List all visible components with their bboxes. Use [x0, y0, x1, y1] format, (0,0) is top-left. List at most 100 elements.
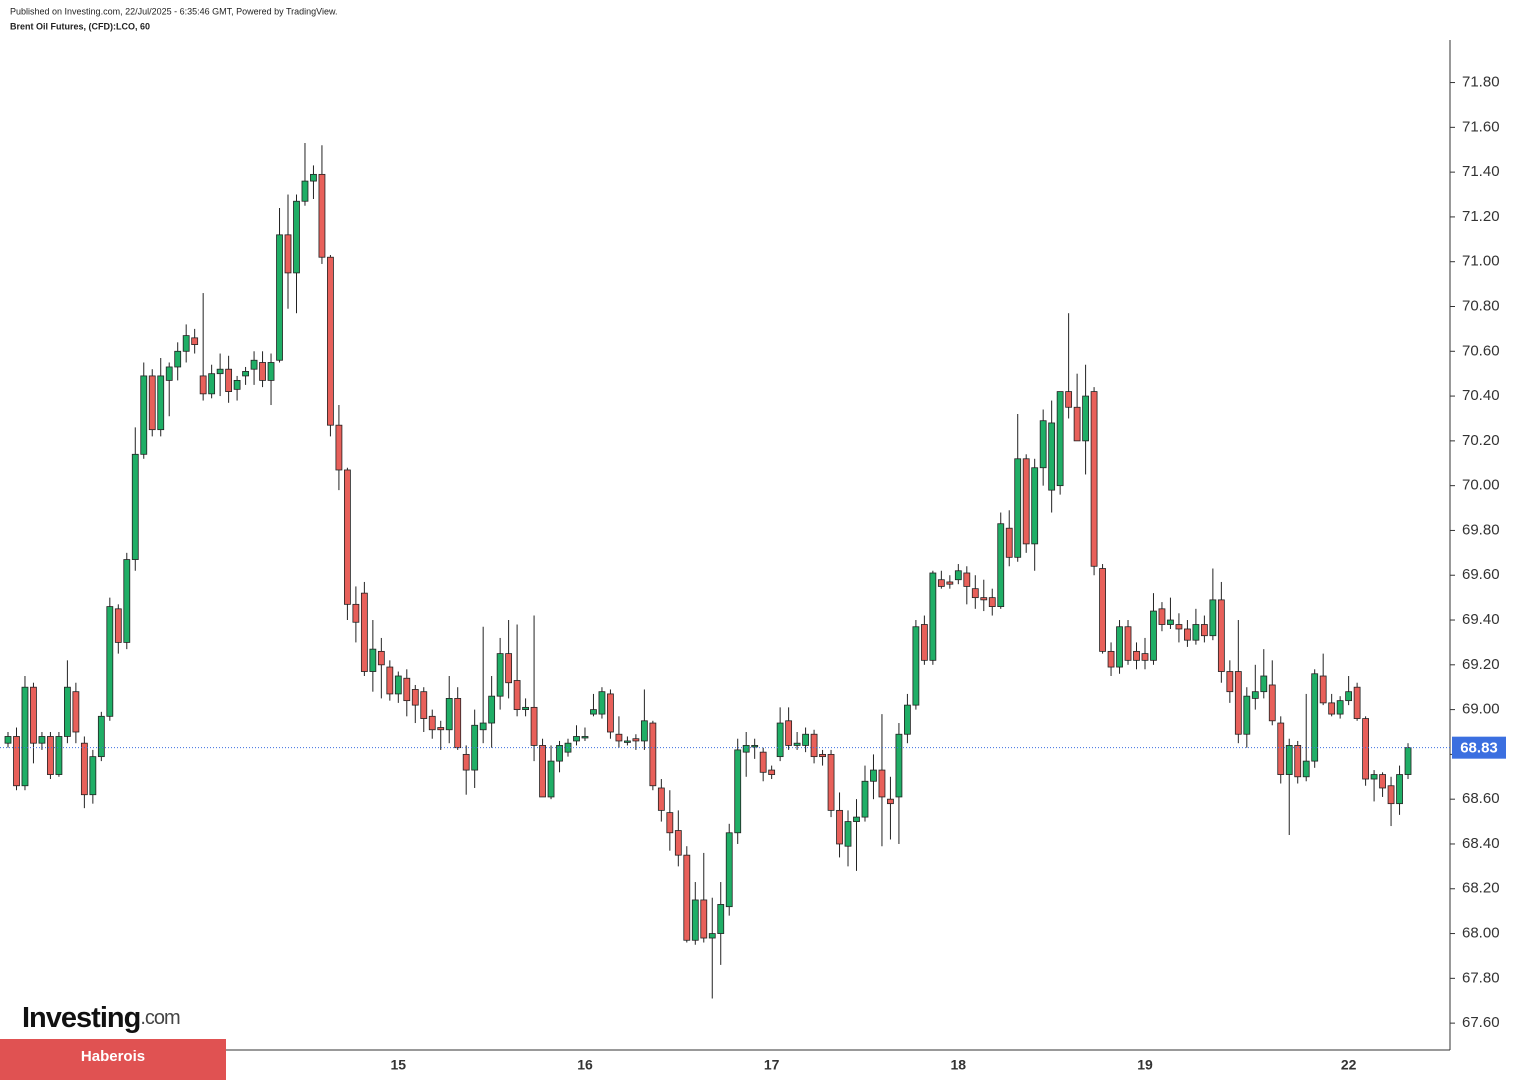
candle-body [445, 698, 453, 731]
candle-body [233, 379, 241, 390]
candle-body [1073, 406, 1081, 442]
candle-body [1226, 671, 1234, 693]
candle-body [997, 523, 1005, 607]
candle-body [912, 626, 920, 706]
candle-body [1362, 718, 1369, 780]
candle-body [1387, 785, 1395, 805]
last-price-label: 68.83 [1460, 740, 1498, 757]
candle-body [522, 706, 529, 711]
candle-body [844, 821, 852, 847]
candle-body [598, 691, 606, 715]
candle-body [878, 769, 886, 798]
candle-body [1099, 568, 1106, 652]
candle-body [853, 816, 860, 822]
candle-body [1005, 527, 1013, 558]
candle-body [1311, 673, 1319, 762]
candle-body [904, 704, 911, 735]
candle-body [988, 597, 996, 607]
candle-body [607, 693, 614, 733]
y-tick-label: 71.00 [1462, 253, 1500, 270]
candle-body [539, 745, 546, 798]
candle-body [301, 180, 309, 202]
candle-body [30, 686, 37, 744]
candle-body [199, 375, 207, 395]
candle-body [530, 706, 538, 746]
x-tick-label: 16 [577, 1057, 593, 1073]
y-tick-label: 69.80 [1462, 521, 1500, 538]
chart-title: Brent Oil Futures, (CFD):LCO, 60 [10, 21, 150, 31]
candle-body [861, 780, 869, 818]
plot-area: 67.6067.8068.0068.2068.4068.6068.8069.00… [0, 74, 1506, 1073]
candle-body [293, 200, 300, 274]
candle-body [208, 373, 216, 395]
candle-body [335, 424, 343, 471]
candle-body [708, 933, 716, 939]
candle-body [386, 666, 394, 695]
candle-body [276, 234, 283, 361]
candle-body [259, 362, 266, 381]
candle-body [1285, 745, 1293, 775]
y-tick-label: 70.40 [1462, 387, 1500, 404]
candle-body [394, 675, 402, 695]
candle-body [1192, 624, 1200, 641]
candle-body [462, 753, 470, 771]
candle-body [632, 738, 640, 742]
candle-body [657, 787, 665, 811]
candle-body [225, 368, 233, 392]
y-tick-label: 69.20 [1462, 656, 1500, 673]
candle-body [47, 736, 54, 775]
candle-body [182, 335, 190, 352]
x-tick-label: 17 [764, 1057, 780, 1073]
candle-body [310, 173, 317, 182]
candle-body [725, 832, 733, 908]
candle-body [895, 733, 903, 798]
candle-body [1039, 420, 1047, 469]
candle-body [496, 653, 504, 697]
candle-body [802, 733, 809, 746]
candle-body [1243, 695, 1251, 735]
candle-body [946, 581, 954, 585]
candle-body [564, 742, 572, 753]
candle-body [216, 368, 224, 375]
candle-body [836, 809, 843, 845]
candle-body [411, 689, 419, 706]
candle-body [97, 715, 105, 758]
candle-body [165, 366, 173, 381]
candle-body [1260, 675, 1268, 693]
candle-body [360, 592, 368, 672]
candle-body [140, 375, 148, 455]
candle-body [1184, 628, 1191, 641]
y-tick-label: 70.60 [1462, 342, 1500, 359]
candle-body [581, 736, 589, 739]
y-tick-label: 70.00 [1462, 477, 1500, 494]
candle-body [1116, 626, 1123, 668]
candle-body [624, 740, 631, 743]
candle-body [1234, 671, 1242, 735]
watermark: Haberois [81, 1048, 145, 1065]
candle-body [513, 680, 521, 711]
candle-body [920, 624, 928, 661]
candle-body [649, 722, 657, 787]
candle-body [1302, 760, 1310, 778]
candle-body [1158, 608, 1166, 625]
y-tick-label: 70.80 [1462, 297, 1500, 314]
candle-body [21, 686, 29, 787]
candle-body [827, 753, 835, 811]
candle-body [267, 362, 275, 381]
candle-body [1353, 686, 1361, 719]
candle-body [1251, 691, 1259, 699]
candle-body [776, 722, 784, 758]
y-tick-label: 69.40 [1462, 611, 1500, 628]
candle-body [717, 904, 725, 934]
candle-body [1396, 774, 1403, 805]
candle-body [768, 769, 776, 775]
candle-body [785, 720, 793, 746]
candle-body [63, 686, 71, 737]
logo-suffix: .com [140, 1007, 180, 1029]
candle-body [1277, 722, 1285, 775]
candle-body [131, 453, 139, 560]
candle-body [89, 756, 97, 796]
candle-body [403, 677, 411, 702]
candle-body [1133, 650, 1140, 661]
candle-body [1209, 599, 1217, 637]
